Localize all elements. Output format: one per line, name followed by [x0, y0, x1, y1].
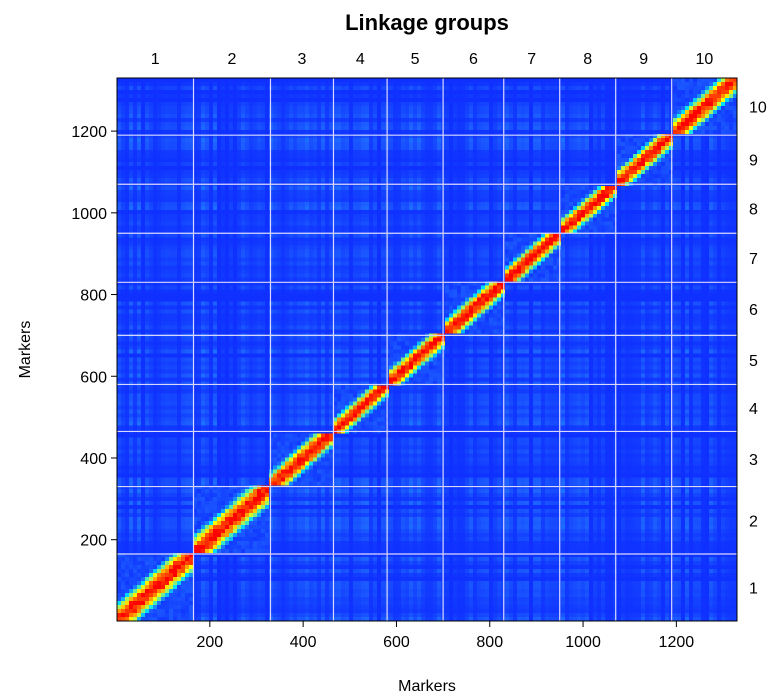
x-tick-label: 400: [290, 634, 317, 651]
y-tick-label: 1000: [71, 206, 107, 223]
group-boundary-lines: [117, 78, 737, 621]
right-group-label: 6: [749, 302, 758, 319]
y-tick-label: 800: [80, 288, 107, 305]
right-group-label: 3: [749, 452, 758, 469]
top-group-label: 7: [527, 51, 536, 68]
x-tick-label: 800: [476, 634, 503, 651]
top-group-label: 3: [298, 51, 307, 68]
right-group-label: 7: [749, 251, 758, 268]
chart-title: Linkage groups: [345, 10, 509, 35]
y-tick-label: 400: [80, 451, 107, 468]
right-group-label: 4: [749, 401, 758, 418]
x-tick-label: 1200: [659, 634, 695, 651]
plot-frame: [116, 77, 738, 622]
x-tick-label: 600: [383, 634, 410, 651]
right-group-label: 10: [749, 100, 767, 117]
heatmap-cells: [117, 78, 737, 621]
y-axis-title: Markers: [17, 321, 34, 379]
top-group-label: 5: [411, 51, 420, 68]
y-tick-label: 200: [80, 533, 107, 550]
y-tick-label: 1200: [71, 124, 107, 141]
axes: 200 400 600 800 1000 1200 200 400 600 800 1000 1200…: [71, 51, 766, 651]
x-tick-label: 200: [196, 634, 223, 651]
right-group-label: 1: [749, 580, 758, 597]
right-group-label: 5: [749, 353, 758, 370]
x-tick-label: 1000: [565, 634, 601, 651]
right-group-label: 2: [749, 513, 758, 530]
top-group-label: 1: [151, 51, 160, 68]
right-group-label: 9: [749, 153, 758, 170]
top-group-label: 8: [583, 51, 592, 68]
y-tick-label: 600: [80, 369, 107, 386]
top-group-label: 6: [469, 51, 478, 68]
top-group-label: 2: [228, 51, 237, 68]
plot-area: [117, 78, 737, 621]
x-axis-title: Markers: [398, 678, 456, 695]
top-group-label: 10: [695, 51, 713, 68]
right-group-label: 8: [749, 202, 758, 219]
top-group-label: 9: [639, 51, 648, 68]
top-group-label: 4: [356, 51, 365, 68]
